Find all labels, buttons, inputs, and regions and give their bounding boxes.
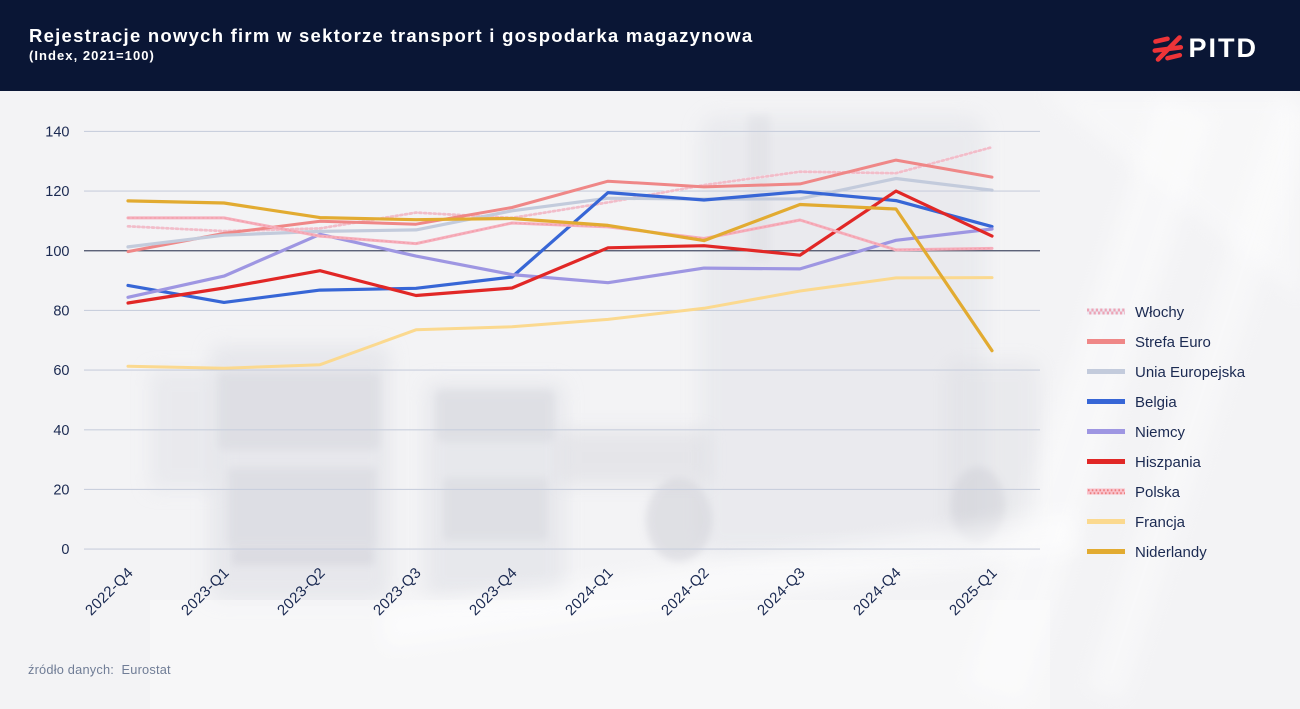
svg-text:Polska: Polska bbox=[1135, 484, 1181, 501]
svg-text:Niderlandy: Niderlandy bbox=[1135, 544, 1207, 561]
svg-text:Francja: Francja bbox=[1135, 514, 1186, 531]
svg-text:2023-Q3: 2023-Q3 bbox=[370, 564, 425, 619]
svg-text:0: 0 bbox=[61, 542, 69, 558]
svg-text:20: 20 bbox=[53, 482, 69, 498]
svg-text:100: 100 bbox=[45, 244, 69, 260]
svg-text:2024-Q1: 2024-Q1 bbox=[562, 564, 617, 619]
svg-text:2024-Q2: 2024-Q2 bbox=[658, 564, 713, 619]
svg-text:2022-Q4: 2022-Q4 bbox=[82, 564, 137, 619]
svg-text:Unia Europejska: Unia Europejska bbox=[1135, 364, 1246, 381]
svg-text:120: 120 bbox=[45, 184, 69, 200]
svg-text:140: 140 bbox=[45, 124, 69, 140]
svg-text:Belgia: Belgia bbox=[1135, 394, 1177, 411]
svg-text:2024-Q4: 2024-Q4 bbox=[850, 564, 905, 619]
svg-text:80: 80 bbox=[53, 303, 69, 319]
svg-text:60: 60 bbox=[53, 363, 69, 379]
svg-text:2023-Q4: 2023-Q4 bbox=[466, 564, 521, 619]
svg-text:Strefa Euro: Strefa Euro bbox=[1135, 334, 1211, 351]
svg-text:2025-Q1: 2025-Q1 bbox=[946, 564, 1001, 619]
svg-text:2024-Q3: 2024-Q3 bbox=[754, 564, 809, 619]
svg-text:2023-Q2: 2023-Q2 bbox=[274, 564, 329, 619]
svg-text:40: 40 bbox=[53, 423, 69, 439]
svg-text:PITD: PITD bbox=[1189, 33, 1259, 63]
svg-text:Hiszpania: Hiszpania bbox=[1135, 454, 1202, 471]
svg-text:Włochy: Włochy bbox=[1135, 304, 1185, 321]
svg-text:2023-Q1: 2023-Q1 bbox=[178, 564, 233, 619]
svg-text:Niemcy: Niemcy bbox=[1135, 424, 1186, 441]
